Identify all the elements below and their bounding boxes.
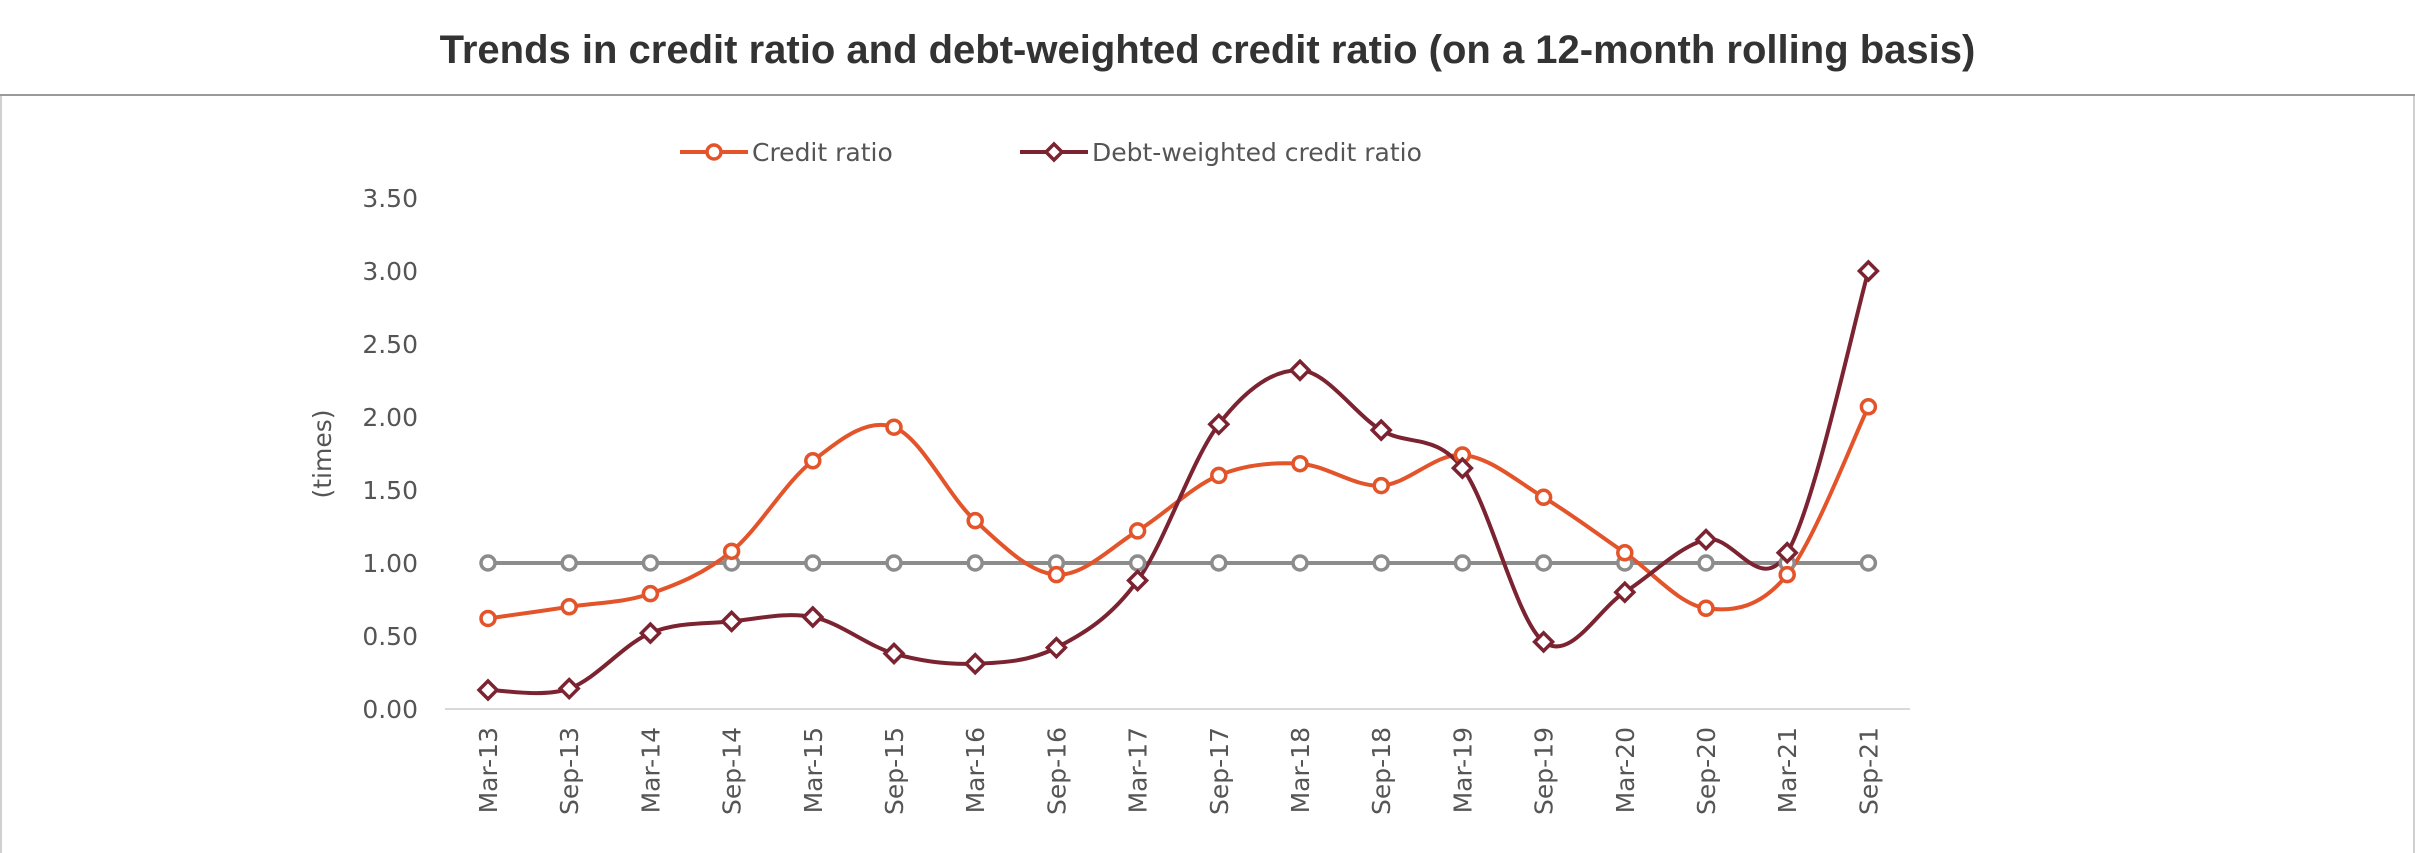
x-tick-label: Sep-21 [1854,727,1883,815]
point-credit-ratio [887,420,901,434]
series-line-credit-ratio [488,407,1868,619]
point-credit-ratio [806,454,820,468]
point-debt-weighted-credit-ratio [1697,531,1715,549]
point-credit-ratio [1131,524,1145,538]
y-tick-label: 0.00 [362,695,418,724]
x-tick-label: Sep-17 [1205,727,1234,815]
point-reference [1537,556,1551,570]
x-tick-label: Mar-16 [961,727,990,813]
point-reference [1699,556,1713,570]
x-tick-label: Sep-15 [880,727,909,815]
x-tick-label: Sep-13 [555,727,584,815]
x-tick-label: Sep-20 [1692,727,1721,815]
series-line-debt-weighted-credit-ratio [488,271,1868,693]
point-reference [562,556,576,570]
x-tick-label: Sep-19 [1530,727,1559,815]
series-lines [488,271,1868,693]
point-credit-ratio [1780,568,1794,582]
point-credit-ratio [1293,457,1307,471]
point-credit-ratio [1212,468,1226,482]
point-credit-ratio [1699,601,1713,615]
x-tick-label: Sep-16 [1042,727,1071,815]
point-reference [1293,556,1307,570]
point-reference [968,556,982,570]
legend: Credit ratio Debt-weighted credit ratio [680,138,1422,167]
x-tick-label: Mar-15 [799,727,828,813]
point-credit-ratio [725,544,739,558]
point-credit-ratio [562,600,576,614]
point-reference [481,556,495,570]
point-debt-weighted-credit-ratio [479,681,497,699]
point-reference [806,556,820,570]
point-credit-ratio [1618,546,1632,560]
point-credit-ratio [643,587,657,601]
series-markers [479,262,1877,699]
y-tick-label: 0.50 [362,622,418,651]
x-tick-label: Mar-19 [1448,727,1477,813]
point-credit-ratio [1861,400,1875,414]
point-debt-weighted-credit-ratio [641,624,659,642]
x-tick-label: Sep-14 [718,727,747,815]
point-debt-weighted-credit-ratio [1291,361,1309,379]
legend-label-credit-ratio: Credit ratio [752,138,893,167]
point-reference [887,556,901,570]
y-tick-label: 1.00 [362,549,418,578]
point-reference [643,556,657,570]
x-tick-label: Mar-20 [1611,727,1640,813]
legend-label-debt-weighted-credit-ratio: Debt-weighted credit ratio [1092,138,1422,167]
point-credit-ratio [1537,490,1551,504]
point-reference [1455,556,1469,570]
point-reference [1374,556,1388,570]
point-debt-weighted-credit-ratio [804,608,822,626]
x-tick-label: Mar-21 [1773,727,1802,813]
legend-marker-debt-weighted-credit-ratio [1046,144,1062,160]
point-reference [1131,556,1145,570]
point-credit-ratio [968,514,982,528]
point-debt-weighted-credit-ratio [1047,639,1065,657]
x-tick-label: Mar-18 [1286,727,1315,813]
y-tick-label: 2.00 [362,403,418,432]
x-axis: Mar-13 Sep-13 Mar-14 Sep-14 Mar-15 Sep-15 Mar-… [445,709,1910,815]
y-axis-label: (times) [308,409,337,498]
point-credit-ratio [481,611,495,625]
point-debt-weighted-credit-ratio [723,612,741,630]
point-reference [1861,556,1875,570]
y-tick-label: 2.50 [362,330,418,359]
x-tick-label: Mar-13 [474,727,503,813]
x-tick-label: Mar-14 [636,727,665,813]
y-axis: 0.00 0.50 1.00 1.50 2.00 2.50 3.00 3.50 (times) [308,184,418,724]
x-tick-label: Mar-17 [1124,727,1153,813]
point-reference [1212,556,1226,570]
point-debt-weighted-credit-ratio [885,645,903,663]
y-tick-label: 1.50 [362,476,418,505]
y-tick-label: 3.00 [362,257,418,286]
point-debt-weighted-credit-ratio [560,680,578,698]
point-credit-ratio [1374,479,1388,493]
x-tick-label: Sep-18 [1367,727,1396,815]
point-debt-weighted-credit-ratio [966,655,984,673]
legend-marker-credit-ratio [707,145,721,159]
y-tick-label: 3.50 [362,184,418,213]
point-debt-weighted-credit-ratio [1859,262,1877,280]
point-credit-ratio [1049,568,1063,582]
